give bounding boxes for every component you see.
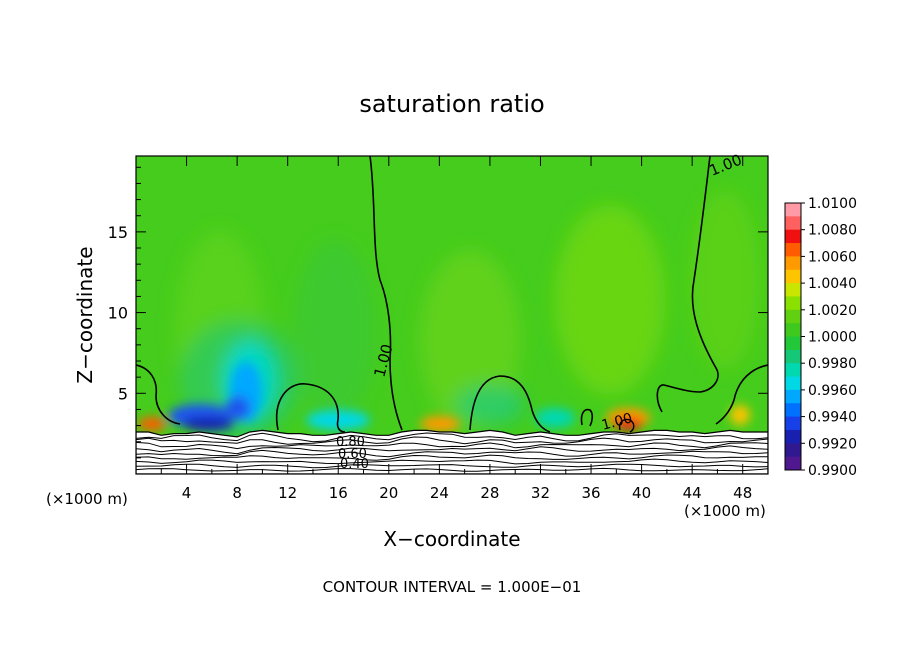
contour-line [136,364,181,425]
colorbar-label: 0.9940 [808,410,857,426]
colorbar-swatch [785,403,801,417]
subsurface-contours [136,432,768,472]
x-tick-label: 24 [430,484,449,502]
contour-line [275,383,346,433]
strata-line [136,458,768,465]
colorbar-swatch [785,456,801,471]
colorbar-swatch [785,416,801,431]
x-tick-label: 44 [683,484,702,502]
colorbar-label: 1.0000 [808,330,857,346]
x-tick-label: 4 [182,484,192,502]
plot-frame [135,155,769,475]
strata-line [136,436,768,445]
colorbar-label: 0.9960 [808,383,857,399]
x-unit-left: (×1000 m) [46,490,128,508]
strata-line [136,454,768,461]
y-tick-label: 10 [108,304,128,323]
colorbar-swatch [785,296,801,311]
colorbar-swatch [785,429,801,444]
colorbar-swatch [785,309,801,324]
x-tick-label: 12 [278,484,297,502]
strata-line [136,445,768,455]
contour-label: 0.80 [336,435,365,450]
contour-line [618,418,635,433]
strata-line [136,432,768,443]
colorbar-swatch [785,269,801,284]
colorbar-label: 1.0080 [808,223,857,239]
contour-label: 0.60 [338,447,367,462]
x-unit-right: (×1000 m) [684,502,766,520]
y-tick-label: 15 [108,223,128,242]
chart-title: saturation ratio [359,90,544,118]
strata-line [136,441,768,450]
y-axis-label: Z−coordinate [73,246,97,383]
contour-line [469,375,551,433]
contour-interval-note: CONTOUR INTERVAL = 1.000E−01 [323,578,582,596]
contour-label: 1.00 [600,410,634,434]
x-tick-label: 20 [379,484,398,502]
colorbar-swatch [785,216,801,231]
strata-line [136,467,768,472]
x-tick-label: 40 [632,484,651,502]
x-tick-label: 32 [531,484,550,502]
colorbar: 1.0100 1.0080 1.0060 1.0040 1.0020 1.0000 0.99… [784,196,857,479]
colorbar-label: 0.9980 [808,356,857,372]
colorbar-swatch [785,283,801,297]
colorbar-label: 1.0020 [808,303,857,319]
colorbar-swatch [785,443,801,458]
y-axis: 5 10 15 [108,166,768,459]
x-tick-label: 36 [581,484,600,502]
x-tick-label: 28 [480,484,499,502]
colorbar-label: 1.0100 [808,196,857,212]
strata-line [136,463,768,469]
colorbar-label: 0.9900 [808,463,857,479]
contour-line [656,156,719,413]
x-axis-label: X−coordinate [383,527,520,551]
colorbar-swatch [785,363,801,377]
strata-line [136,449,768,458]
colorbar-swatch [785,389,801,404]
contour-line [715,364,768,425]
contour-line [580,408,594,427]
colorbar-swatch [785,336,801,351]
plot-area [136,156,768,474]
y-tick-label: 5 [118,384,128,403]
colorbar-label: 1.0060 [808,249,857,265]
colorbar-swatch [785,256,801,271]
x-tick-label: 16 [329,484,348,502]
colorbar-swatch [785,243,801,257]
colorbar-swatch [785,323,801,337]
colorbar-label: 1.0040 [808,276,857,292]
contour-label: 0.40 [340,457,369,472]
colorbar-swatch [785,376,801,391]
x-axis: 4 8 12 16 20 24 28 32 36 40 44 48 [160,156,752,502]
contour-line [369,156,403,431]
x-tick-label: 48 [733,484,752,502]
x-tick-label: 8 [232,484,242,502]
colorbar-swatch [785,349,801,364]
colorbar-swatch [785,229,801,244]
colorbar-label: 0.9920 [808,436,857,452]
colorbar-swatch [785,203,801,217]
